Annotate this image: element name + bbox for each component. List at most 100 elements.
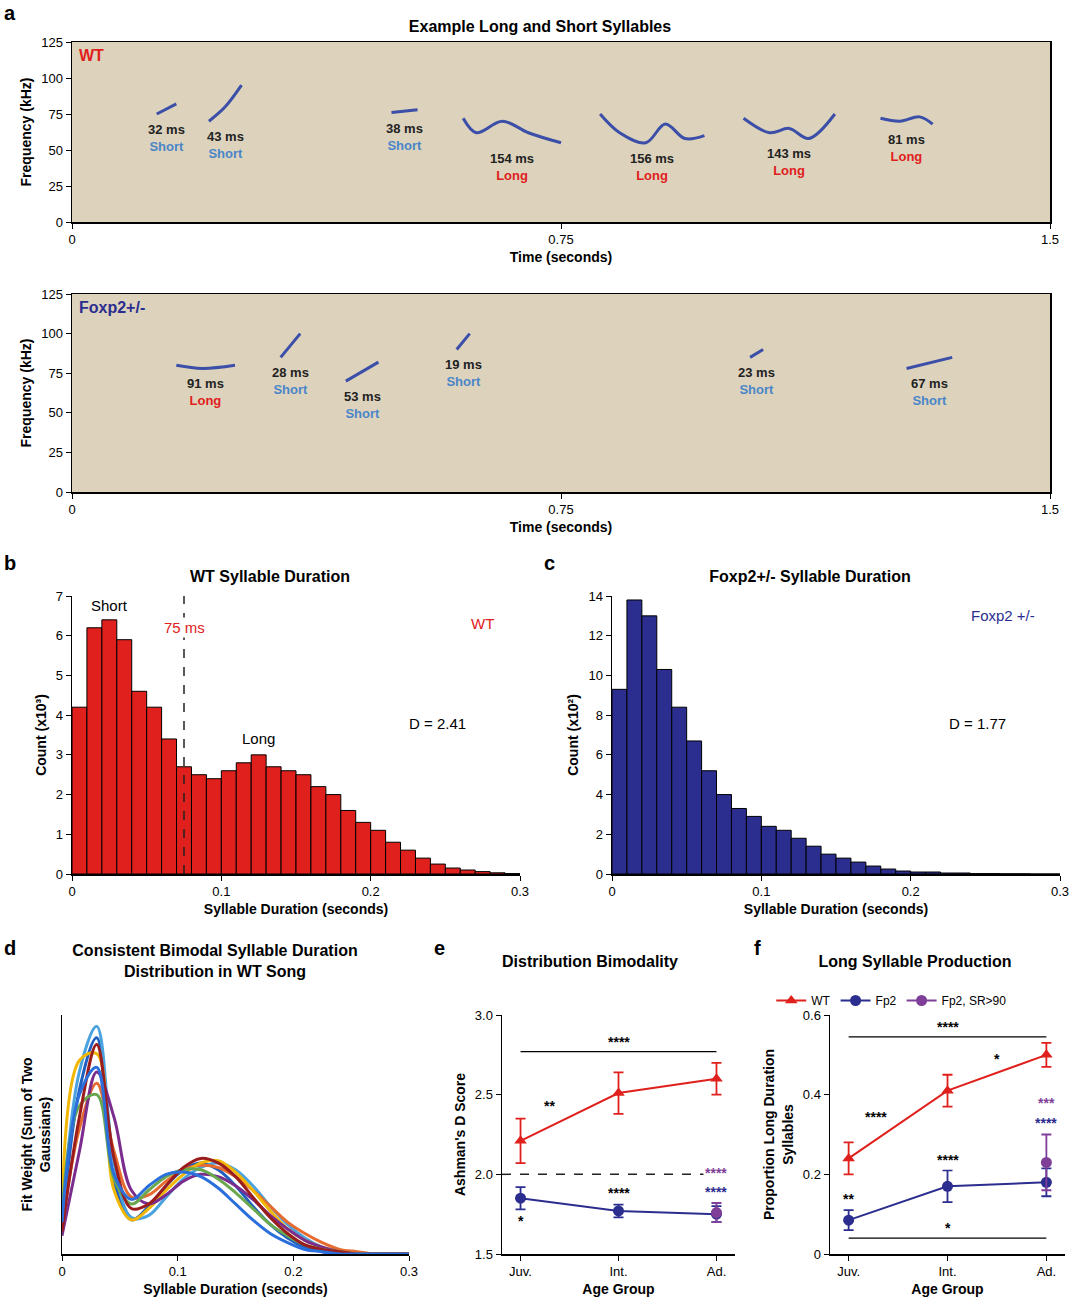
svg-text:0: 0 (814, 1247, 821, 1262)
svg-text:Foxp2+/-: Foxp2+/- (79, 299, 145, 316)
svg-text:Fit Weight (Sum of TwoGaussian: Fit Weight (Sum of TwoGaussians) (19, 1057, 53, 1211)
svg-text:53 msShort: 53 msShort (344, 389, 381, 421)
svg-text:0.75: 0.75 (548, 502, 573, 517)
svg-text:****: **** (865, 1109, 887, 1125)
svg-text:****: **** (937, 1152, 959, 1168)
svg-text:D = 2.41: D = 2.41 (409, 715, 466, 732)
svg-text:0.75: 0.75 (548, 232, 573, 247)
svg-text:0.3: 0.3 (511, 884, 529, 899)
svg-text:0.1: 0.1 (212, 884, 230, 899)
svg-text:Count (x10²): Count (x10²) (565, 694, 581, 776)
svg-text:Fp2: Fp2 (876, 994, 897, 1008)
svg-text:0: 0 (56, 485, 63, 500)
svg-text:Juv.: Juv. (837, 1264, 860, 1279)
svg-text:0: 0 (56, 867, 63, 882)
svg-text:Syllable Duration (seconds): Syllable Duration (seconds) (143, 1281, 327, 1297)
svg-text:Distribution Bimodality: Distribution Bimodality (502, 953, 678, 970)
svg-text:*: * (518, 1213, 524, 1229)
svg-text:0: 0 (68, 232, 75, 247)
svg-text:Time (seconds): Time (seconds) (510, 249, 612, 265)
svg-text:0.1: 0.1 (752, 884, 770, 899)
svg-text:2.0: 2.0 (475, 1167, 493, 1182)
svg-text:28 msShort: 28 msShort (272, 365, 309, 397)
svg-text:WT Syllable Duration: WT Syllable Duration (190, 568, 350, 585)
svg-text:2: 2 (56, 787, 63, 802)
svg-text:WT: WT (811, 994, 830, 1008)
svg-text:81 msLong: 81 msLong (888, 132, 925, 164)
svg-text:75 ms: 75 ms (164, 619, 205, 636)
svg-text:0: 0 (58, 1264, 65, 1279)
svg-text:Time (seconds): Time (seconds) (510, 519, 612, 535)
svg-text:4: 4 (596, 787, 603, 802)
svg-text:75: 75 (48, 107, 62, 122)
svg-text:125: 125 (41, 287, 63, 302)
svg-text:Int.: Int. (609, 1264, 627, 1279)
svg-text:Foxp2 +/-: Foxp2 +/- (971, 607, 1035, 624)
svg-text:Frequency (kHz): Frequency (kHz) (18, 339, 34, 448)
svg-text:50: 50 (48, 143, 62, 158)
svg-text:100: 100 (41, 326, 63, 341)
svg-text:****: **** (705, 1184, 727, 1200)
svg-text:67 msShort: 67 msShort (911, 376, 948, 408)
svg-text:WT: WT (79, 47, 104, 64)
svg-text:4: 4 (56, 708, 63, 723)
svg-text:Count (x10³): Count (x10³) (33, 694, 49, 776)
svg-text:3.0: 3.0 (475, 1008, 493, 1023)
svg-text:91 msLong: 91 msLong (187, 376, 224, 408)
svg-text:25: 25 (48, 179, 62, 194)
svg-text:0.2: 0.2 (803, 1167, 821, 1182)
svg-text:43 msShort: 43 msShort (207, 129, 244, 161)
svg-text:****: **** (705, 1165, 727, 1181)
svg-text:19 msShort: 19 msShort (445, 357, 482, 389)
svg-text:0.3: 0.3 (400, 1264, 418, 1279)
svg-text:1.5: 1.5 (1041, 232, 1059, 247)
svg-text:38 msShort: 38 msShort (386, 121, 423, 153)
svg-text:143 msLong: 143 msLong (767, 146, 811, 178)
svg-text:****: **** (608, 1185, 630, 1201)
svg-text:7: 7 (56, 589, 63, 604)
svg-text:32 msShort: 32 msShort (148, 122, 185, 154)
svg-text:**: ** (544, 1098, 555, 1114)
svg-text:****: **** (937, 1019, 959, 1035)
svg-text:2.5: 2.5 (475, 1087, 493, 1102)
svg-text:****: **** (608, 1034, 630, 1050)
svg-text:D = 1.77: D = 1.77 (949, 715, 1006, 732)
svg-text:0.2: 0.2 (284, 1264, 302, 1279)
svg-text:2: 2 (596, 827, 603, 842)
svg-text:10: 10 (588, 668, 602, 683)
svg-text:6: 6 (56, 628, 63, 643)
svg-text:1.5: 1.5 (1041, 502, 1059, 517)
svg-text:23 msShort: 23 msShort (738, 365, 775, 397)
svg-text:75: 75 (48, 366, 62, 381)
svg-text:****: **** (1035, 1115, 1057, 1131)
svg-text:0.4: 0.4 (803, 1087, 821, 1102)
svg-text:1.5: 1.5 (475, 1247, 493, 1262)
svg-text:Long: Long (242, 730, 275, 747)
svg-text:50: 50 (48, 405, 62, 420)
svg-text:3: 3 (56, 747, 63, 762)
svg-text:Age Group: Age Group (911, 1281, 983, 1297)
svg-text:125: 125 (41, 35, 63, 50)
svg-text:12: 12 (588, 628, 602, 643)
svg-text:Short: Short (91, 597, 128, 614)
svg-text:6: 6 (596, 747, 603, 762)
svg-text:0: 0 (68, 884, 75, 899)
svg-text:*: * (945, 1220, 951, 1236)
svg-text:1: 1 (56, 827, 63, 842)
svg-text:Ad.: Ad. (707, 1264, 727, 1279)
svg-text:Syllable Duration (seconds): Syllable Duration (seconds) (204, 901, 388, 917)
svg-text:**: ** (843, 1191, 854, 1207)
svg-text:25: 25 (48, 445, 62, 460)
svg-text:0: 0 (56, 215, 63, 230)
svg-text:Proportion Long DurationSyllab: Proportion Long DurationSyllables (761, 1049, 795, 1220)
svg-text:***: *** (1038, 1095, 1055, 1111)
svg-text:Foxp2+/- Syllable Duration: Foxp2+/- Syllable Duration (709, 568, 910, 585)
svg-text:0.2: 0.2 (902, 884, 920, 899)
svg-text:0: 0 (608, 884, 615, 899)
svg-text:5: 5 (56, 668, 63, 683)
svg-text:14: 14 (588, 589, 602, 604)
svg-text:100: 100 (41, 71, 63, 86)
svg-text:Syllable Duration (seconds): Syllable Duration (seconds) (744, 901, 928, 917)
svg-text:156 msLong: 156 msLong (630, 151, 674, 183)
svg-text:0.3: 0.3 (1051, 884, 1069, 899)
